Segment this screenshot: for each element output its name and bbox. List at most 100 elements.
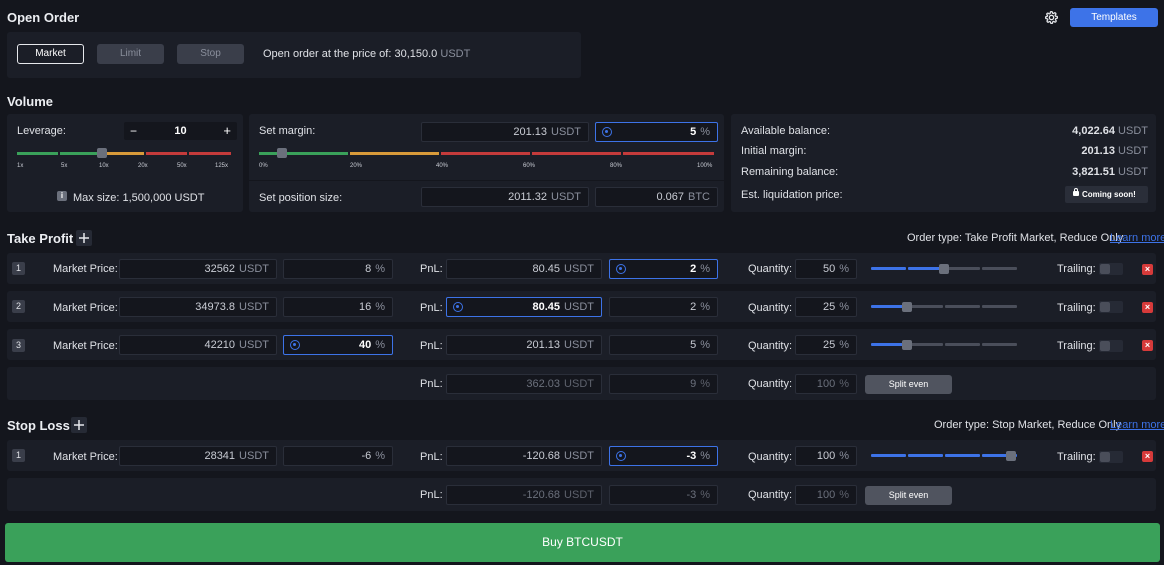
leverage-slider[interactable] bbox=[17, 148, 231, 158]
trailing-toggle[interactable] bbox=[1099, 451, 1123, 463]
trailing-label: Trailing: bbox=[1057, 451, 1096, 463]
quantity-label: Quantity: bbox=[748, 378, 793, 390]
margin-tick: 20% bbox=[350, 163, 363, 169]
tp-quantity-slider[interactable] bbox=[871, 302, 1017, 312]
open-price-text: Open order at the price of: bbox=[263, 48, 392, 60]
quantity-slider-thumb[interactable] bbox=[1006, 451, 1016, 461]
tp-row-index: 1 bbox=[12, 262, 25, 275]
tp-price-input[interactable]: 32562 USDT bbox=[119, 259, 277, 279]
sl-pnl-input[interactable]: -120.68 USDT bbox=[446, 446, 602, 466]
sl-learn-more-link[interactable]: Learn more bbox=[1110, 419, 1164, 431]
quantity-slider-thumb[interactable] bbox=[902, 302, 913, 312]
target-icon bbox=[453, 302, 463, 312]
tp-pnl-input[interactable]: 80.45 USDT bbox=[446, 297, 602, 317]
margin-usdt-input[interactable]: 201.13 USDT bbox=[421, 122, 589, 142]
tp-quantity-slider[interactable] bbox=[871, 264, 1017, 274]
sl-quantity-input[interactable]: 100% bbox=[795, 446, 857, 466]
initial-margin-label: Initial margin: bbox=[741, 145, 807, 157]
tp-total-pnl: 362.03 USDT bbox=[446, 374, 602, 394]
volume-title: Volume bbox=[7, 94, 53, 109]
pnl-label: PnL: bbox=[420, 340, 443, 352]
tp-split-even-button[interactable]: Split even bbox=[865, 375, 952, 394]
tp-row-index: 3 bbox=[12, 339, 25, 352]
tp-pnl-input[interactable]: 201.13 USDT bbox=[446, 335, 602, 355]
available-balance-label: Available balance: bbox=[741, 125, 831, 137]
trailing-toggle[interactable] bbox=[1099, 301, 1123, 313]
tp-quantity-input[interactable]: 25% bbox=[795, 297, 857, 317]
quantity-label: Quantity: bbox=[748, 263, 793, 275]
tp-order-type: Order type: Take Profit Market, Reduce O… bbox=[907, 232, 1124, 244]
trailing-toggle[interactable] bbox=[1099, 340, 1123, 352]
buy-button[interactable]: Buy BTCUSDT bbox=[5, 523, 1160, 562]
tp-percent-input[interactable]: 8% bbox=[283, 259, 393, 279]
quantity-label: Quantity: bbox=[748, 340, 793, 352]
tp-pnl-input[interactable]: 80.45 USDT bbox=[446, 259, 602, 279]
sl-split-even-button[interactable]: Split even bbox=[865, 486, 952, 505]
sl-percent-input[interactable]: -6% bbox=[283, 446, 393, 466]
pnl-label: PnL: bbox=[420, 263, 443, 275]
tp-price-input[interactable]: 34973.8 USDT bbox=[119, 297, 277, 317]
remove-row-close-icon[interactable]: × bbox=[1142, 340, 1153, 351]
tp-pnl-percent-input[interactable]: 2% bbox=[609, 297, 718, 317]
templates-button[interactable]: Templates bbox=[1070, 8, 1158, 27]
position-usdt-input[interactable]: 2011.32 USDT bbox=[421, 187, 589, 207]
sl-total-pnl-percent: -3% bbox=[609, 485, 718, 505]
settings-gear-icon[interactable] bbox=[1044, 10, 1059, 25]
tp-learn-more-link[interactable]: Learn more bbox=[1110, 232, 1164, 244]
margin-slider[interactable] bbox=[259, 148, 714, 158]
sl-quantity-slider[interactable] bbox=[871, 451, 1017, 461]
trailing-label: Trailing: bbox=[1057, 263, 1096, 275]
add-stop-loss-plus-icon[interactable] bbox=[71, 417, 87, 433]
pnl-label: PnL: bbox=[420, 451, 443, 463]
stop-loss-title: Stop Loss bbox=[7, 418, 70, 433]
tab-limit[interactable]: Limit bbox=[97, 44, 164, 64]
margin-divider bbox=[249, 180, 724, 181]
remove-row-close-icon[interactable]: × bbox=[1142, 302, 1153, 313]
remaining-balance-value: 3,821.51 USDT bbox=[1072, 166, 1148, 178]
take-profit-title: Take Profit bbox=[7, 231, 74, 246]
info-icon: i bbox=[57, 191, 67, 201]
tp-pnl-percent-input[interactable]: 5% bbox=[609, 335, 718, 355]
margin-tick: 0% bbox=[259, 163, 268, 169]
leverage-tick: 5x bbox=[61, 163, 68, 169]
leverage-tick: 50x bbox=[177, 163, 187, 169]
trailing-toggle[interactable] bbox=[1099, 263, 1123, 275]
tp-quantity-slider[interactable] bbox=[871, 340, 1017, 350]
add-take-profit-plus-icon[interactable] bbox=[76, 230, 92, 246]
tp-pnl-percent-input[interactable]: 2% bbox=[609, 259, 718, 279]
trailing-label: Trailing: bbox=[1057, 302, 1096, 314]
leverage-slider-thumb[interactable] bbox=[97, 148, 107, 158]
leverage-stepper[interactable]: − 10 + bbox=[124, 122, 237, 140]
tab-stop[interactable]: Stop bbox=[177, 44, 244, 64]
quantity-slider-thumb[interactable] bbox=[902, 340, 913, 350]
margin-percent-input[interactable]: 5% bbox=[595, 122, 718, 142]
tp-percent-input[interactable]: 16% bbox=[283, 297, 393, 317]
margin-slider-thumb[interactable] bbox=[277, 148, 287, 158]
tp-quantity-input[interactable]: 25% bbox=[795, 335, 857, 355]
leverage-minus-button[interactable]: − bbox=[130, 124, 138, 138]
tp-quantity-input[interactable]: 50% bbox=[795, 259, 857, 279]
leverage-value[interactable]: 10 bbox=[174, 125, 187, 137]
sl-pnl-percent-input[interactable]: -3% bbox=[609, 446, 718, 466]
tp-price-input[interactable]: 42210 USDT bbox=[119, 335, 277, 355]
open-price-unit: USDT bbox=[440, 48, 471, 60]
market-price-label: Market Price: bbox=[53, 451, 118, 463]
remove-row-close-icon[interactable]: × bbox=[1142, 451, 1153, 462]
tp-percent-input[interactable]: 40% bbox=[283, 335, 393, 355]
liquidation-price-label: Est. liquidation price: bbox=[741, 189, 843, 201]
sl-price-input[interactable]: 28341 USDT bbox=[119, 446, 277, 466]
open-price-line: Open order at the price of: 30,150.0 USD… bbox=[263, 48, 470, 60]
sl-total-pnl: -120.68 USDT bbox=[446, 485, 602, 505]
quantity-label: Quantity: bbox=[748, 489, 793, 501]
tab-market[interactable]: Market bbox=[17, 44, 84, 64]
remove-row-close-icon[interactable]: × bbox=[1142, 264, 1153, 275]
leverage-tick: 1x bbox=[17, 163, 24, 169]
leverage-plus-button[interactable]: + bbox=[223, 123, 231, 138]
initial-margin-value: 201.13 USDT bbox=[1081, 145, 1148, 157]
target-icon bbox=[602, 127, 612, 137]
available-balance-value: 4,022.64 USDT bbox=[1072, 125, 1148, 137]
quantity-slider-thumb[interactable] bbox=[938, 264, 949, 274]
pnl-label: PnL: bbox=[420, 378, 443, 390]
position-btc-input[interactable]: 0.067 BTC bbox=[595, 187, 718, 207]
tp-row-index: 2 bbox=[12, 300, 25, 313]
